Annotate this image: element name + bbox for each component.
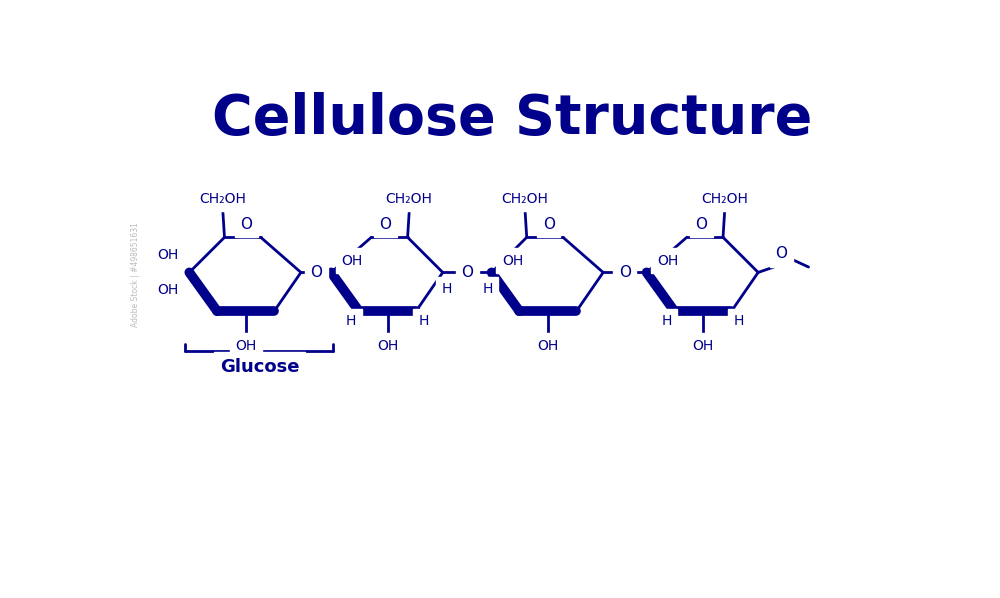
Text: O: O xyxy=(240,216,252,231)
Text: O: O xyxy=(543,216,555,231)
Text: CH₂OH: CH₂OH xyxy=(199,192,246,206)
Text: OH: OH xyxy=(157,248,178,262)
Text: H: H xyxy=(346,314,356,328)
Text: OH: OH xyxy=(657,254,678,268)
Text: OH: OH xyxy=(235,339,256,353)
Text: OH: OH xyxy=(537,339,559,353)
Text: OH: OH xyxy=(502,254,523,268)
Text: CH₂OH: CH₂OH xyxy=(386,192,433,206)
Text: OH: OH xyxy=(341,254,363,268)
Text: H: H xyxy=(419,314,429,328)
Text: H: H xyxy=(734,314,744,328)
Text: OH: OH xyxy=(377,339,398,353)
Text: O: O xyxy=(695,216,707,231)
Text: H: H xyxy=(441,282,452,297)
Text: O: O xyxy=(619,265,631,280)
Text: H: H xyxy=(483,282,493,297)
Text: Adobe Stock | #498651631: Adobe Stock | #498651631 xyxy=(131,222,140,327)
Text: O: O xyxy=(310,265,322,280)
Text: Cellulose Structure: Cellulose Structure xyxy=(212,91,813,146)
Text: CH₂OH: CH₂OH xyxy=(502,192,549,206)
Text: OH: OH xyxy=(692,339,714,353)
Text: O: O xyxy=(380,216,392,231)
Text: CH₂OH: CH₂OH xyxy=(701,192,748,206)
Text: OH: OH xyxy=(157,283,178,297)
Text: H: H xyxy=(662,314,672,328)
Text: O: O xyxy=(775,246,787,261)
Text: Glucose: Glucose xyxy=(220,358,299,376)
Text: O: O xyxy=(461,265,473,280)
